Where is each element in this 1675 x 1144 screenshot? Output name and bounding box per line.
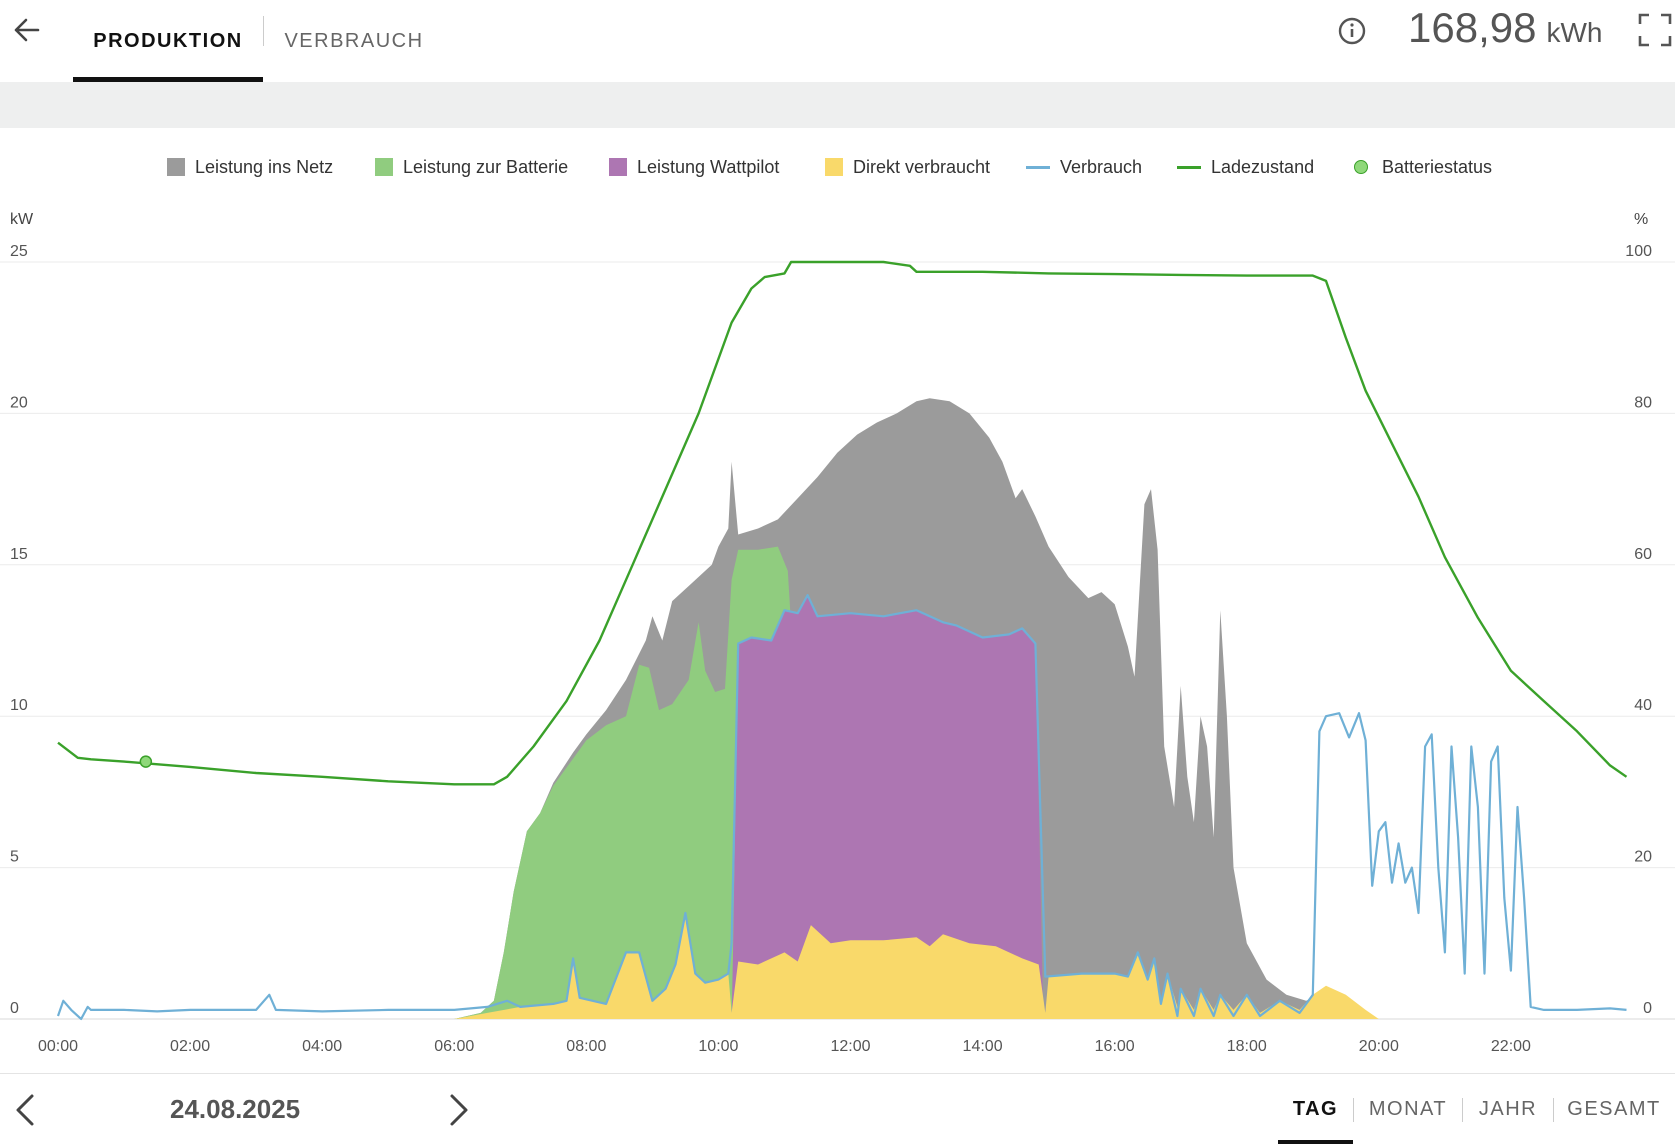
- x-tick: 00:00: [38, 1038, 78, 1055]
- legend-item-wattpilot[interactable]: Leistung Wattpilot: [609, 150, 779, 184]
- legend-item-direkt[interactable]: Direkt verbraucht: [825, 150, 990, 184]
- fullscreen-icon: [1638, 13, 1672, 47]
- x-tick: 06:00: [434, 1038, 474, 1055]
- info-icon: [1338, 17, 1366, 45]
- x-tick: 20:00: [1359, 1038, 1399, 1055]
- top-bar: PRODUKTION VERBRAUCH 168,98 kWh: [0, 0, 1675, 82]
- arrow-left-icon: [14, 18, 40, 42]
- legend-label-ladezustand: Ladezustand: [1211, 156, 1315, 177]
- y-tick-right: 40: [1634, 697, 1652, 714]
- x-tick: 14:00: [963, 1038, 1003, 1055]
- legend-swatch-direkt: [825, 158, 843, 176]
- y-axis-right-title: %: [1634, 211, 1649, 228]
- legend-swatch-wattpilot: [609, 158, 627, 176]
- legend-item-verbrauch[interactable]: Verbrauch: [1026, 150, 1142, 184]
- line-verbrauch: [56, 594, 1627, 1021]
- y-tick-right: 0: [1643, 1000, 1652, 1017]
- y-tick-left: 10: [10, 697, 28, 714]
- marker-batteriestatus: [139, 755, 153, 768]
- period-tab-gesamt[interactable]: GESAMT: [1567, 1097, 1661, 1120]
- legend-label-verbrauch: Verbrauch: [1060, 156, 1143, 177]
- y-tick-left: 5: [10, 849, 19, 866]
- y-tick-right: 100: [1625, 243, 1652, 260]
- toolbar-band: [0, 82, 1675, 128]
- period-tab-tag[interactable]: TAG: [1292, 1097, 1339, 1120]
- area-batterie: [454, 546, 795, 1019]
- legend-swatch-netz: [167, 158, 185, 176]
- legend-label-direkt: Direkt verbraucht: [853, 156, 991, 177]
- y-tick-left: 0: [10, 1000, 19, 1017]
- period-separator: [1553, 1098, 1554, 1122]
- x-tick: 10:00: [698, 1038, 738, 1055]
- current-date[interactable]: 24.08.2025: [170, 1093, 301, 1124]
- y-tick-right: 20: [1634, 849, 1652, 866]
- y-axis-left-title: kW: [10, 211, 34, 228]
- y-tick-right: 80: [1634, 394, 1652, 411]
- back-button[interactable]: [8, 10, 48, 50]
- tab-separator: [263, 16, 264, 46]
- chart-legend: Leistung ins Netz Leistung zur Batterie …: [0, 150, 1675, 184]
- y-tick-left: 20: [10, 394, 28, 411]
- next-day-button[interactable]: [442, 1092, 474, 1128]
- active-period-indicator: [1278, 1140, 1353, 1144]
- legend-item-batteriestatus[interactable]: Batteriestatus: [1354, 150, 1492, 184]
- legend-item-batterie[interactable]: Leistung zur Batterie: [375, 150, 568, 184]
- y-tick-left: 25: [10, 243, 28, 260]
- period-separator: [1353, 1098, 1354, 1122]
- chevron-left-icon: [16, 1094, 34, 1126]
- x-tick: 12:00: [830, 1038, 870, 1055]
- area-wattpilot: [731, 595, 1044, 1019]
- total-energy: 168,98 kWh: [1408, 4, 1602, 58]
- legend-item-netz[interactable]: Leistung ins Netz: [167, 150, 333, 184]
- line-ladezustand: [57, 260, 1628, 786]
- area-direkt: [454, 913, 1379, 1019]
- legend-label-batterie: Leistung zur Batterie: [403, 156, 569, 177]
- bottom-bar: 24.08.2025 TAG MONAT JAHR GESAMT: [0, 1073, 1675, 1144]
- fullscreen-button[interactable]: [1638, 13, 1672, 47]
- legend-item-ladezustand[interactable]: Ladezustand: [1177, 150, 1314, 184]
- x-tick: 08:00: [566, 1038, 606, 1055]
- tab-produktion[interactable]: PRODUKTION: [93, 29, 243, 52]
- production-chart: 0 5 10 15 20 25 0 20 40 60 80 100 00:00 02:00 04:00 06…: [0, 243, 1675, 1055]
- previous-day-button[interactable]: [10, 1092, 42, 1128]
- legend-swatch-batteriestatus: [1354, 160, 1368, 174]
- x-tick: 22:00: [1491, 1038, 1531, 1055]
- tab-verbrauch[interactable]: VERBRAUCH: [284, 29, 424, 52]
- legend-label-netz: Leistung ins Netz: [195, 156, 334, 177]
- x-tick: 04:00: [302, 1038, 342, 1055]
- x-tick: 16:00: [1095, 1038, 1135, 1055]
- period-separator: [1462, 1098, 1463, 1122]
- legend-swatch-ladezustand: [1177, 165, 1201, 169]
- total-unit: kWh: [1546, 17, 1603, 48]
- chevron-right-icon: [450, 1094, 468, 1126]
- y-tick-right: 60: [1634, 546, 1652, 563]
- x-tick: 02:00: [170, 1038, 210, 1055]
- period-tab-jahr[interactable]: JAHR: [1478, 1097, 1538, 1120]
- legend-swatch-verbrauch: [1026, 165, 1050, 169]
- active-tab-indicator: [73, 77, 263, 82]
- period-tab-monat[interactable]: MONAT: [1368, 1097, 1448, 1120]
- x-tick: 18:00: [1227, 1038, 1267, 1055]
- legend-swatch-batterie: [375, 158, 393, 176]
- total-value: 168,98: [1408, 4, 1537, 51]
- legend-label-wattpilot: Leistung Wattpilot: [637, 156, 780, 177]
- y-tick-left: 15: [10, 546, 28, 563]
- info-button[interactable]: [1338, 17, 1366, 45]
- legend-label-batteriestatus: Batteriestatus: [1382, 156, 1493, 177]
